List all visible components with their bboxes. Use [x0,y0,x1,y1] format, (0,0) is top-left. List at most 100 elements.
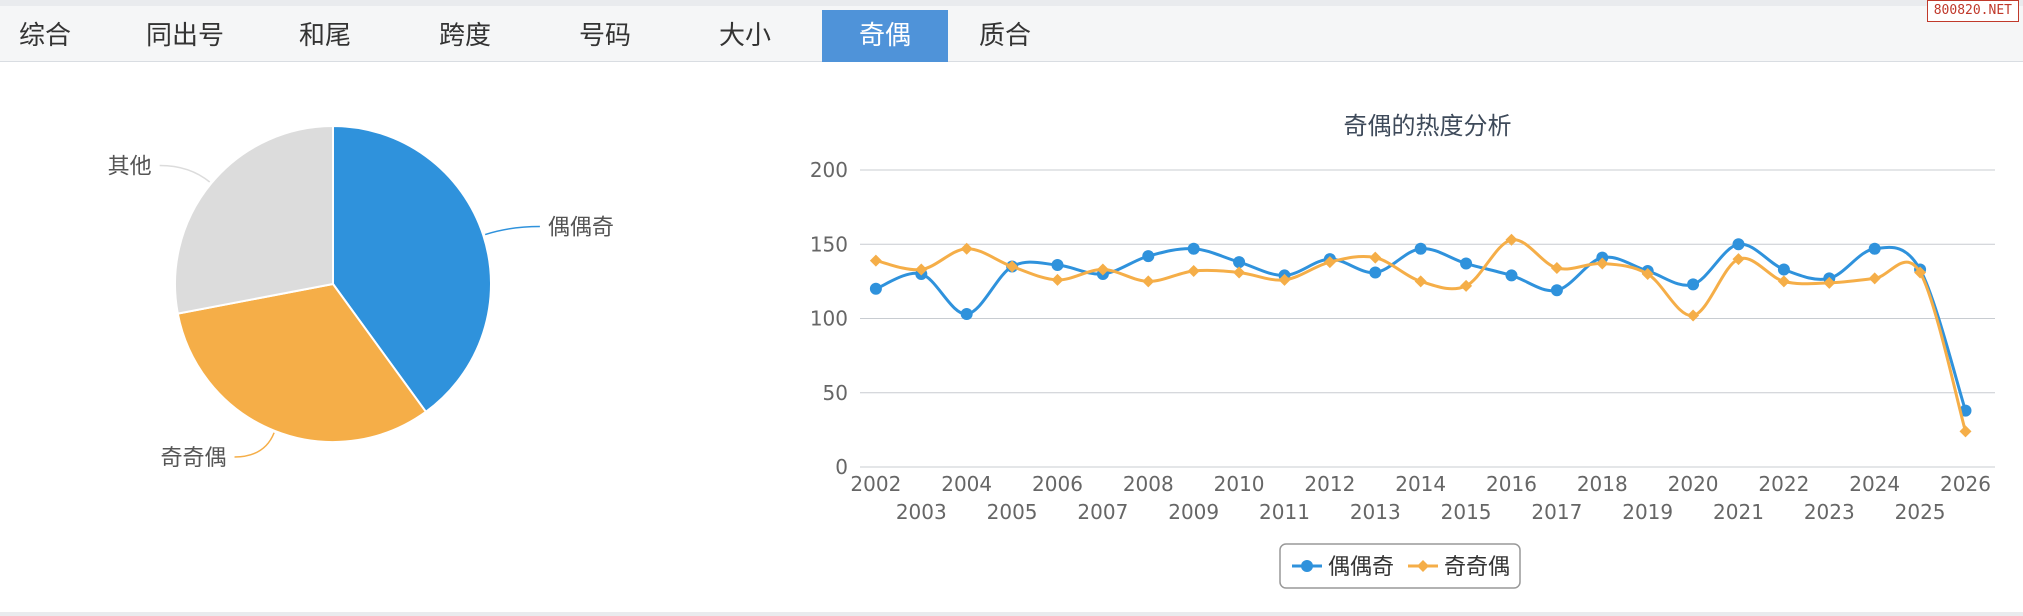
series-oouji-point[interactable] [1369,266,1382,279]
series-jijiou-line [875,238,1967,432]
series-jijiou-point[interactable] [1233,266,1246,279]
x-tick-label: 2011 [1259,500,1310,524]
series-oouji-point[interactable] [1505,269,1518,282]
legend-item-label[interactable]: 奇奇偶 [1444,555,1510,580]
series-oouji-point[interactable] [1550,284,1563,297]
series-jijiou-point[interactable] [1732,253,1745,266]
x-tick-label: 2008 [1123,472,1174,496]
x-tick-label: 2019 [1622,500,1673,524]
pie-leader-line [484,225,540,236]
series-oouji-point[interactable] [1142,250,1155,263]
series-oouji-point[interactable] [1051,259,1064,272]
series-jijiou-point[interactable] [915,263,928,276]
x-tick-label: 2005 [987,500,1038,524]
x-tick-label: 2009 [1168,500,1219,524]
series-jijiou-point[interactable] [1369,251,1382,264]
series-jijiou-point[interactable] [1414,275,1427,288]
series-oouji-point[interactable] [960,308,973,321]
x-tick-label: 2015 [1441,500,1492,524]
pie-leader-line [234,432,275,458]
series-jijiou-point[interactable] [1006,260,1019,273]
tab-tongchuhao[interactable]: 同出号 [145,21,224,51]
tab-haoma[interactable]: 号码 [578,21,631,51]
pie-slice-oouji[interactable] [332,124,492,414]
series-jijiou-point[interactable] [960,242,973,255]
series-jijiou-point[interactable] [1550,262,1563,275]
x-tick-label: 2026 [1940,472,1991,496]
series-jijiou-point[interactable] [1505,233,1518,246]
tab-zhihe[interactable]: 质合 [978,21,1031,51]
series-jijiou-point[interactable] [1142,275,1155,288]
x-tick-label: 2021 [1713,500,1764,524]
x-tick-label: 2012 [1304,472,1355,496]
x-tick-label: 2018 [1577,472,1628,496]
pie-label: 其他 [108,154,152,179]
legend-marker [1301,560,1313,572]
series-oouji-point[interactable] [1868,242,1881,255]
series-oouji-point[interactable] [1777,263,1790,276]
pie-slice-other[interactable] [174,124,334,315]
y-tick-label: 100 [810,307,848,331]
line-chart: 奇偶的热度分析 0 50 100 150 200 2002 2003 2004 2005 2006 2… [810,112,1995,589]
legend-marker [1417,560,1429,572]
series-jijiou-point[interactable] [1959,425,1972,438]
series-oouji-point[interactable] [1187,242,1200,255]
series-jijiou-point[interactable] [869,254,882,267]
series-jijiou-point[interactable] [1777,275,1790,288]
bottom-divider [0,612,2023,616]
series-oouji-point[interactable] [1233,256,1246,269]
tab-zonghe[interactable]: 综合 [18,21,71,51]
series-jijiou-point[interactable] [1868,272,1881,285]
series-jijiou-point[interactable] [1460,279,1473,292]
x-tick-label: 2016 [1486,472,1537,496]
y-tick-label: 200 [810,158,848,182]
x-tick-label: 2025 [1895,500,1946,524]
x-tick-label: 2023 [1804,500,1855,524]
x-tick-label: 2002 [850,472,901,496]
x-tick-label: 2020 [1668,472,1719,496]
series-oouji-point[interactable] [869,282,882,295]
x-tick-label: 2013 [1350,500,1401,524]
series-oouji-point[interactable] [1732,238,1745,251]
x-tick-label: 2022 [1758,472,1809,496]
series-jijiou-point[interactable] [1641,267,1654,280]
series-oouji-point[interactable] [1959,404,1972,417]
series-oouji-line [875,242,1967,412]
x-tick-label: 2010 [1214,472,1265,496]
site-watermark: 800820.NET [1926,0,2019,22]
legend-box [1279,543,1521,589]
series-jijiou-point[interactable] [1914,266,1927,279]
tab-bar: 综合 同出号 和尾 跨度 号码 大小 奇偶 质合 [0,0,2023,62]
pie-label: 偶偶奇 [548,216,614,241]
series-jijiou-point[interactable] [1596,257,1609,270]
x-tick-label: 2017 [1531,500,1582,524]
pie-leader-line [159,164,211,183]
series-oouji-point[interactable] [1687,278,1700,291]
series-jijiou-point[interactable] [1187,264,1200,277]
legend-item-label[interactable]: 偶偶奇 [1328,555,1394,580]
x-tick-label: 2024 [1849,472,1900,496]
series-jijiou-point[interactable] [1051,273,1064,286]
pie-label: 奇奇偶 [161,446,227,471]
chart-title: 奇偶的热度分析 [1344,112,1512,140]
x-tick-label: 2003 [896,500,947,524]
y-tick-label: 0 [835,455,848,479]
y-tick-label: 150 [810,232,848,256]
x-tick-label: 2004 [941,472,992,496]
series-jijiou-point[interactable] [1823,276,1836,289]
x-tick-label: 2014 [1395,472,1446,496]
tab-daxiao[interactable]: 大小 [718,21,771,51]
tab-kuadu[interactable]: 跨度 [438,21,491,51]
x-tick-label: 2007 [1077,500,1128,524]
series-oouji-point[interactable] [1414,242,1427,255]
pie-slice-jijiou[interactable] [176,282,428,443]
series-jijiou-point[interactable] [1278,273,1291,286]
series-oouji-point[interactable] [1460,257,1473,270]
tab-jiou[interactable]: 奇偶 [822,10,948,62]
tab-hewei[interactable]: 和尾 [298,21,351,51]
series-jijiou-point[interactable] [1096,263,1109,276]
x-tick-label: 2006 [1032,472,1083,496]
series-jijiou-point[interactable] [1323,256,1336,269]
series-jijiou-point[interactable] [1687,309,1700,322]
